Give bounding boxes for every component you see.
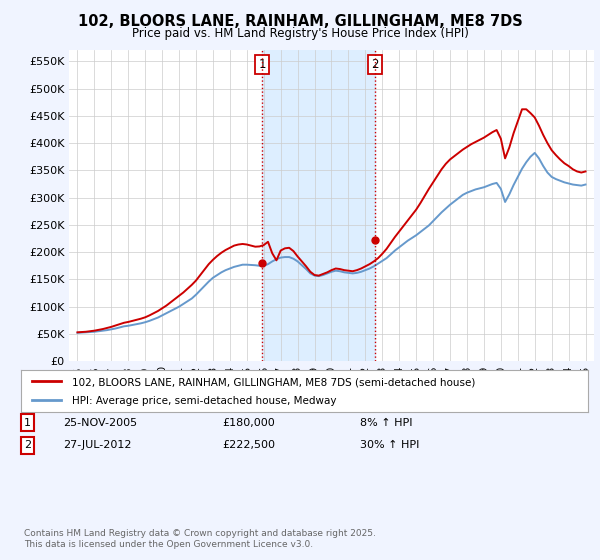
Bar — [262, 50, 375, 361]
Text: 2: 2 — [24, 440, 31, 450]
Text: 30% ↑ HPI: 30% ↑ HPI — [360, 440, 419, 450]
Text: 2: 2 — [371, 58, 379, 71]
Text: 25-NOV-2005: 25-NOV-2005 — [63, 418, 137, 428]
Text: 1: 1 — [259, 58, 266, 71]
Text: 8% ↑ HPI: 8% ↑ HPI — [360, 418, 413, 428]
Text: 102, BLOORS LANE, RAINHAM, GILLINGHAM, ME8 7DS: 102, BLOORS LANE, RAINHAM, GILLINGHAM, M… — [77, 14, 523, 29]
Text: 1: 1 — [24, 418, 31, 428]
Text: £222,500: £222,500 — [222, 440, 275, 450]
Text: 102, BLOORS LANE, RAINHAM, GILLINGHAM, ME8 7DS (semi-detached house): 102, BLOORS LANE, RAINHAM, GILLINGHAM, M… — [72, 377, 475, 387]
Text: 27-JUL-2012: 27-JUL-2012 — [63, 440, 131, 450]
Text: HPI: Average price, semi-detached house, Medway: HPI: Average price, semi-detached house,… — [72, 396, 337, 405]
Text: Price paid vs. HM Land Registry's House Price Index (HPI): Price paid vs. HM Land Registry's House … — [131, 27, 469, 40]
Text: £180,000: £180,000 — [222, 418, 275, 428]
Text: Contains HM Land Registry data © Crown copyright and database right 2025.
This d: Contains HM Land Registry data © Crown c… — [24, 529, 376, 549]
